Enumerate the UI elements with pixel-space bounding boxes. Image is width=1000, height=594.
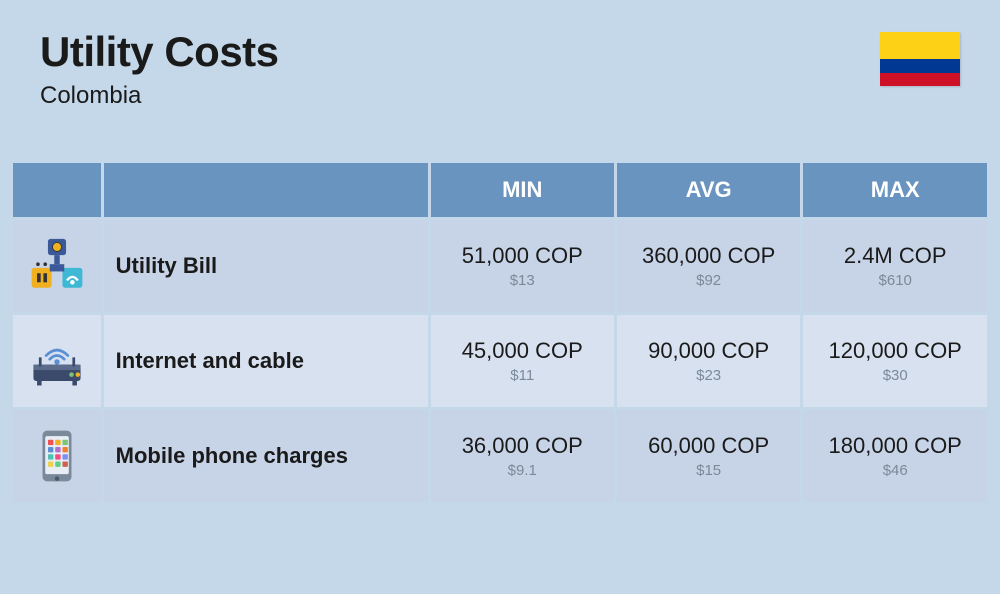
primary-value: 36,000 COP <box>439 433 606 459</box>
table-row: Mobile phone charges 36,000 COP $9.1 60,000… <box>13 410 987 502</box>
value-cell: 90,000 COP $23 <box>617 315 801 407</box>
row-label: Internet and cable <box>104 315 428 407</box>
primary-value: 51,000 COP <box>439 243 606 269</box>
table-body: Utility Bill 51,000 COP $13 360,000 COP $92 2… <box>13 220 987 502</box>
primary-value: 2.4M COP <box>811 243 979 269</box>
row-label: Mobile phone charges <box>104 410 428 502</box>
row-label: Utility Bill <box>104 220 428 312</box>
table-header: MINAVGMAX <box>13 163 987 217</box>
primary-value: 45,000 COP <box>439 338 606 364</box>
phone-icon <box>13 410 101 502</box>
page-title: Utility Costs <box>40 28 279 76</box>
value-cell: 120,000 COP $30 <box>803 315 987 407</box>
primary-value: 120,000 COP <box>811 338 979 364</box>
table-row: Utility Bill 51,000 COP $13 360,000 COP $92 2… <box>13 220 987 312</box>
column-header-avg: AVG <box>617 163 801 217</box>
header-blank-label <box>104 163 428 217</box>
secondary-value: $11 <box>439 367 606 384</box>
secondary-value: $92 <box>625 272 793 289</box>
column-header-min: MIN <box>431 163 614 217</box>
flag-stripe <box>880 59 960 73</box>
primary-value: 60,000 COP <box>625 433 793 459</box>
secondary-value: $610 <box>811 272 979 289</box>
value-cell: 36,000 COP $9.1 <box>431 410 614 502</box>
secondary-value: $9.1 <box>439 462 606 479</box>
utility-costs-table: MINAVGMAX Utility Bill 51,000 COP $13 360,0… <box>10 160 990 505</box>
header-text: Utility Costs Colombia <box>40 28 279 110</box>
secondary-value: $13 <box>439 272 606 289</box>
value-cell: 51,000 COP $13 <box>431 220 614 312</box>
secondary-value: $46 <box>811 462 979 479</box>
header: Utility Costs Colombia <box>0 0 1000 130</box>
primary-value: 180,000 COP <box>811 433 979 459</box>
router-icon <box>13 315 101 407</box>
utility-icon <box>13 220 101 312</box>
primary-value: 90,000 COP <box>625 338 793 364</box>
flag-stripe <box>880 73 960 87</box>
secondary-value: $30 <box>811 367 979 384</box>
value-cell: 60,000 COP $15 <box>617 410 801 502</box>
value-cell: 45,000 COP $11 <box>431 315 614 407</box>
primary-value: 360,000 COP <box>625 243 793 269</box>
header-blank-icon <box>13 163 101 217</box>
colombia-flag-icon <box>880 32 960 86</box>
value-cell: 180,000 COP $46 <box>803 410 987 502</box>
value-cell: 2.4M COP $610 <box>803 220 987 312</box>
content: MINAVGMAX Utility Bill 51,000 COP $13 360,0… <box>0 130 1000 505</box>
value-cell: 360,000 COP $92 <box>617 220 801 312</box>
secondary-value: $15 <box>625 462 793 479</box>
column-header-max: MAX <box>803 163 987 217</box>
table-row: Internet and cable 45,000 COP $11 90,000 CO… <box>13 315 987 407</box>
flag-stripe <box>880 32 960 59</box>
secondary-value: $23 <box>625 367 793 384</box>
country-label: Colombia <box>40 82 279 110</box>
